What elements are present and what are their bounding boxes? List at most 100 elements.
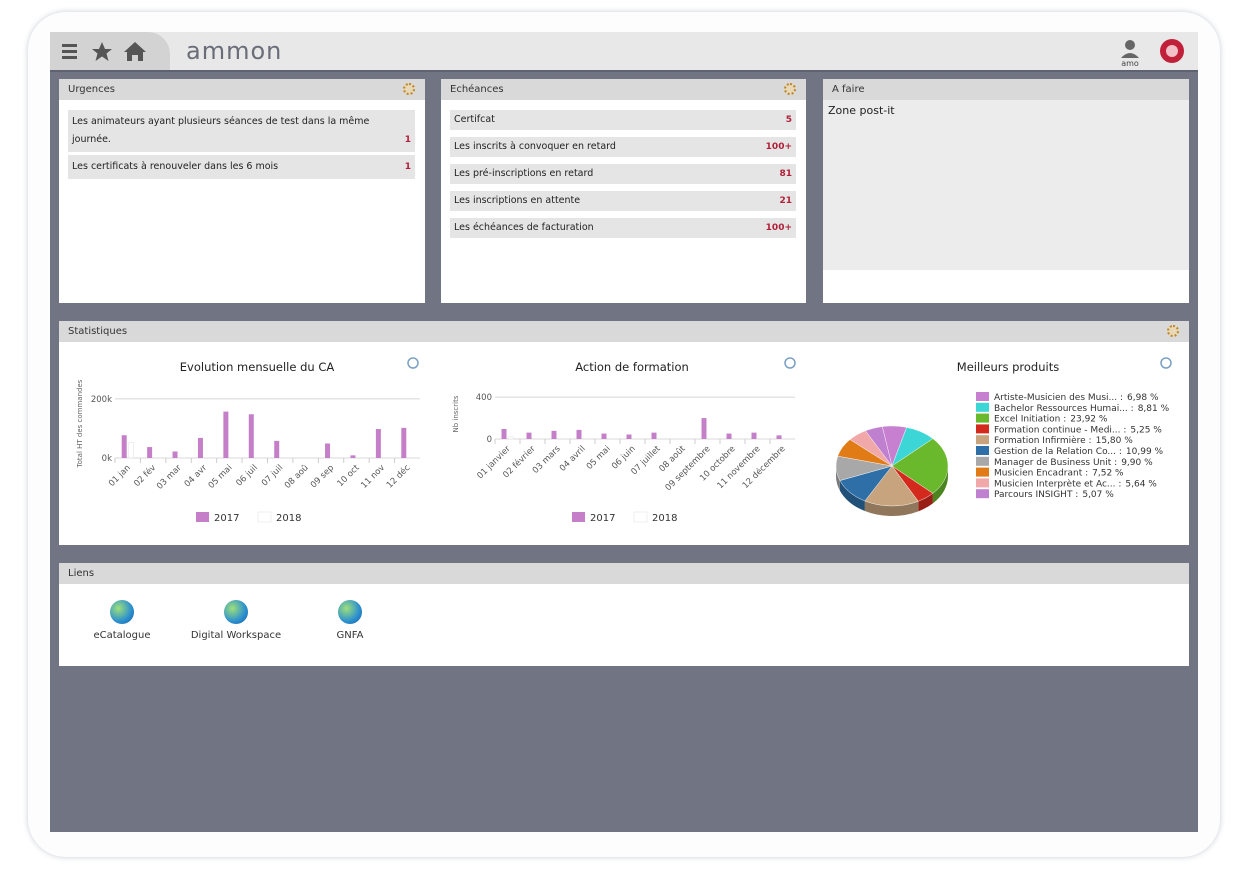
panel-title: Liens: [59, 563, 1189, 584]
post-it-zone[interactable]: Zone post-it: [823, 100, 1189, 270]
home-icon[interactable]: [124, 42, 146, 61]
pie-slice: [864, 465, 919, 507]
bar: [526, 432, 532, 439]
bar: [601, 433, 607, 439]
chart-title: Evolution mensuelle du CA: [180, 360, 335, 374]
panel-statistiques: Statistiques: [59, 321, 1189, 545]
favorites-icon[interactable]: [92, 42, 112, 61]
legend-swatch: [976, 478, 989, 488]
y-tick-label: 200k: [91, 395, 112, 405]
legend-value: 7,52 %: [1092, 469, 1124, 479]
x-tick-label: 11 nov: [359, 463, 387, 491]
link-label: GNFA: [336, 630, 364, 641]
item-label: Les inscrits à convoquer en retard: [454, 141, 616, 152]
pie-slice: [891, 438, 949, 494]
bar: [197, 437, 203, 458]
panel-liens: Liens: [59, 563, 1189, 666]
user-name: amo: [1121, 59, 1139, 68]
bar: [375, 429, 381, 458]
refresh-icon[interactable]: [407, 357, 419, 369]
user-area: [1121, 39, 1184, 63]
settings-icon[interactable]: [784, 83, 796, 95]
refresh-icon[interactable]: [784, 357, 796, 369]
list-item[interactable]: Les pré-inscriptions en retard 81: [450, 164, 796, 184]
nav-icons: [62, 42, 146, 61]
x-tick-label: 04 avril: [558, 444, 588, 474]
bar: [576, 429, 582, 439]
list-item[interactable]: Les animateurs ayant plusieurs séances d…: [68, 110, 415, 152]
legend-swatch: [976, 446, 989, 455]
legend-name: Formation continue - Medi... :: [994, 425, 1126, 435]
x-tick-label: 08 aoû: [283, 463, 311, 491]
legend-swatch: [976, 413, 989, 423]
list-item[interactable]: Les inscrits à convoquer en retard 100+: [450, 137, 796, 157]
legend-label: Artiste-Musicien des Musi... : 6,98 %: [994, 393, 1159, 403]
x-tick-label: 10 oct: [336, 463, 362, 489]
bar: [701, 418, 707, 439]
logo[interactable]: ammon: [186, 37, 283, 65]
item-label: Les certificats à renouveler dans les 6 …: [72, 161, 279, 172]
list-item[interactable]: Les échéances de facturation 100+: [450, 218, 796, 238]
link[interactable]: GNFA: [290, 600, 410, 641]
legend-label: Excel Initiation : 23,92 %: [994, 415, 1108, 425]
bar: [508, 436, 514, 440]
item-label: Les échéances de facturation: [454, 222, 594, 233]
panel-a-faire: A faire Zone post-it: [823, 79, 1189, 303]
legend-swatch: [976, 467, 989, 477]
top-bar: [50, 32, 1198, 72]
bar: [172, 451, 178, 458]
bar: [147, 447, 153, 458]
list-item[interactable]: Les inscriptions en attente 21: [450, 191, 796, 211]
x-tick-label: 09 sep: [309, 463, 336, 490]
legend-name: Musicien Encadrant :: [994, 469, 1088, 479]
pie-side: [864, 500, 919, 517]
app-badge-inner: [1166, 45, 1178, 57]
y-tick-label: 0: [487, 435, 492, 445]
panel-echeances: Echéances Certifcat 5 Les inscrits à convo…: [441, 79, 806, 303]
legend-value: 5,25 %: [1130, 425, 1162, 435]
pie-side: [839, 480, 865, 511]
menu-icon[interactable]: [62, 44, 77, 59]
x-tick-label: 12 décembre: [740, 443, 788, 491]
link-icon: [338, 600, 362, 624]
item-label: Certifcat: [454, 114, 495, 125]
legend-label: Parcours INSIGHT : 5,07 %: [994, 490, 1114, 500]
chart-title: Action de formation: [575, 360, 689, 374]
item-label: Les inscriptions en attente: [454, 195, 581, 206]
legend-name: Manager de Business Unit :: [994, 458, 1117, 468]
bar: [121, 435, 127, 458]
link[interactable]: eCatalogue: [62, 600, 182, 641]
pie-side: [932, 466, 948, 504]
legend-name: Bachelor Ressources Humai... :: [994, 404, 1134, 414]
bar: [401, 427, 407, 458]
y-axis-label: Total HT des commandes: [76, 379, 84, 468]
legend-label: Manager de Business Unit : 9,90 %: [994, 458, 1153, 468]
pie-side: [918, 493, 933, 512]
link[interactable]: Digital Workspace: [176, 600, 296, 641]
refresh-icon[interactable]: [1160, 357, 1172, 369]
settings-icon[interactable]: [403, 83, 415, 95]
settings-icon[interactable]: [1167, 325, 1179, 337]
x-tick-label: 01 jan: [107, 463, 133, 489]
legend-swatch: [976, 456, 989, 466]
legend-label: Musicien Interprète et Ac... : 5,64 %: [994, 478, 1157, 489]
list-item[interactable]: Certifcat 5: [450, 110, 796, 130]
legend-swatch: [257, 511, 272, 523]
legend-value: 9,90 %: [1121, 458, 1153, 468]
bar: [626, 434, 632, 439]
link-icon: [110, 600, 134, 624]
panel-title: Echéances: [441, 79, 806, 100]
user-icon[interactable]: [1125, 40, 1135, 50]
legend-label: Formation Infirmière : 15,80 %: [994, 435, 1133, 446]
legend-label: 2018: [652, 513, 677, 524]
bar: [128, 442, 135, 459]
legend-swatch: [976, 392, 989, 401]
bar: [751, 432, 757, 439]
bar: [726, 433, 732, 439]
legend-value: 8,81 %: [1138, 404, 1170, 414]
legend-swatch: [976, 435, 989, 445]
legend-value: 5,64 %: [1125, 479, 1157, 489]
legend-value: 15,80 %: [1096, 436, 1134, 446]
list-item[interactable]: Les certificats à renouveler dans les 6 …: [68, 155, 415, 179]
